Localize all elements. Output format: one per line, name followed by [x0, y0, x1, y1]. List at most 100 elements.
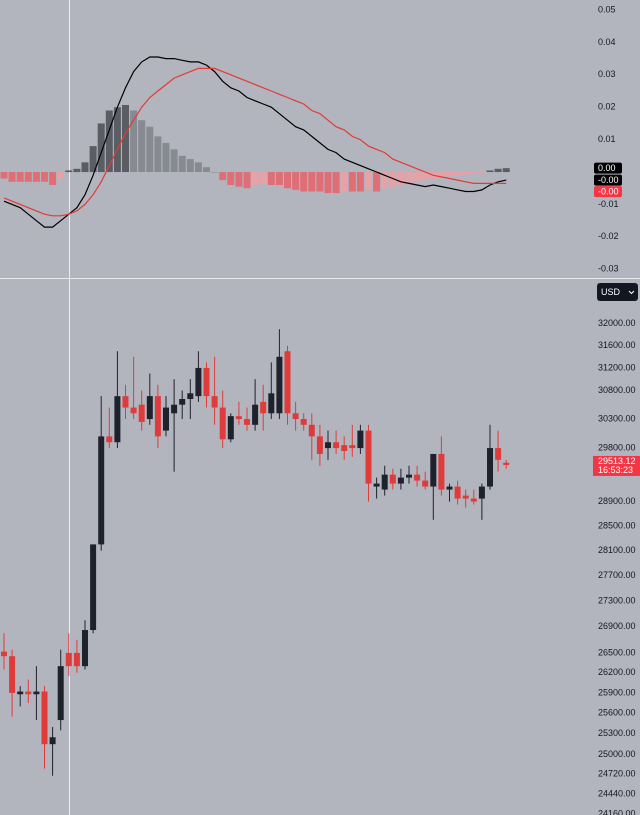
candle-body — [82, 630, 88, 667]
candle-body — [316, 436, 323, 454]
candle-body — [454, 486, 461, 499]
histogram-bar — [478, 172, 486, 174]
histogram-bar — [235, 172, 243, 187]
histogram-bar — [324, 172, 332, 194]
histogram-bar — [462, 172, 470, 175]
histogram-bar — [89, 146, 97, 173]
histogram-bar — [105, 110, 113, 173]
candle-body — [154, 396, 161, 437]
histogram-bar — [16, 172, 24, 182]
candle-body — [341, 445, 348, 452]
candle-body — [211, 396, 218, 408]
candle-body — [260, 401, 267, 414]
candle-body — [9, 656, 16, 693]
candle-body — [163, 407, 169, 431]
histogram-bar — [316, 172, 324, 192]
candle-body — [49, 737, 56, 745]
candle-body — [219, 407, 226, 440]
y-tick-label: -0.02 — [598, 231, 619, 241]
y-tick-label: 31600.00 — [598, 340, 636, 350]
y-tick-label: 25900.00 — [598, 687, 636, 697]
last-value-label: 0.00 — [598, 163, 616, 173]
histogram-bar — [373, 172, 381, 192]
candle-body — [300, 419, 307, 425]
candle-body — [462, 495, 469, 499]
y-tick-label: 0.01 — [598, 134, 616, 144]
histogram-bar — [494, 168, 502, 173]
histogram-bar — [162, 142, 170, 173]
histogram-bar — [243, 172, 251, 189]
histogram-bar — [405, 172, 413, 184]
y-tick-label: 24160.00 — [598, 809, 636, 815]
candle-body — [268, 393, 275, 414]
y-tick-label: 0.03 — [598, 69, 616, 79]
histogram-bar — [397, 172, 405, 186]
histogram-bar — [186, 159, 194, 173]
histogram-bar — [49, 172, 57, 186]
candle-body — [122, 396, 129, 408]
histogram-bar — [292, 172, 300, 190]
histogram-bar — [421, 172, 429, 181]
candle-body — [1, 651, 7, 657]
histogram-bar — [284, 172, 291, 189]
histogram-bar — [365, 172, 372, 190]
candle-body — [357, 430, 364, 449]
candle-body — [73, 652, 80, 667]
histogram-bar — [381, 172, 389, 189]
candle-body — [252, 404, 259, 425]
candle-body — [284, 351, 291, 414]
candle-body — [503, 462, 510, 465]
last-value-box — [594, 162, 622, 174]
last-price-box — [593, 455, 640, 476]
chevron[interactable] — [628, 290, 635, 295]
histogram-bar — [211, 172, 219, 173]
y-tick-label: 26200.00 — [598, 667, 636, 677]
candle-body — [17, 691, 24, 695]
currency-button[interactable]: USD — [597, 283, 638, 301]
candle-body — [430, 453, 437, 487]
y-tick-label: 25600.00 — [598, 708, 636, 718]
candle-body — [138, 404, 145, 422]
histogram-bar — [178, 155, 186, 173]
y-tick-label: 26900.00 — [598, 621, 636, 631]
currency-button-bg[interactable] — [597, 283, 638, 301]
y-tick-label: -0.03 — [598, 264, 619, 274]
histogram-bar — [219, 172, 227, 181]
candle-body — [114, 396, 121, 443]
candle-body — [333, 442, 340, 449]
candle-body — [487, 448, 493, 487]
currency-label[interactable]: USD — [601, 287, 621, 297]
histogram-bar — [356, 172, 364, 192]
histogram-bar — [170, 149, 178, 173]
histogram-bar — [154, 136, 162, 173]
y-tick-label: 31200.00 — [598, 362, 636, 372]
candle-body — [438, 453, 445, 490]
candle-body — [373, 483, 380, 487]
candle-body — [446, 486, 453, 490]
histogram-bar — [81, 162, 89, 173]
histogram-bar — [73, 168, 81, 173]
macd-line — [3, 56, 507, 228]
histogram-bar — [97, 123, 105, 173]
candle-body — [187, 393, 194, 399]
histogram-bar — [113, 107, 121, 173]
candle-body — [414, 474, 421, 481]
y-tick-label: 25300.00 — [598, 728, 636, 738]
candle-body — [397, 477, 404, 484]
y-tick-label: 32000.00 — [598, 318, 636, 328]
histogram-bar — [57, 172, 65, 179]
macd-line — [3, 67, 507, 217]
histogram-bar — [275, 172, 283, 186]
y-tick-label: 0.04 — [598, 37, 616, 47]
last-value-label: -0.00 — [598, 175, 619, 185]
histogram-bar — [300, 172, 308, 192]
histogram-bar — [24, 172, 32, 182]
y-tick-label: 30800.00 — [598, 385, 636, 395]
last-value-label: -0.00 — [598, 187, 619, 197]
histogram-bar — [8, 172, 16, 182]
candle-body — [41, 691, 48, 745]
candle-body — [203, 367, 210, 397]
candle-body — [235, 416, 242, 420]
